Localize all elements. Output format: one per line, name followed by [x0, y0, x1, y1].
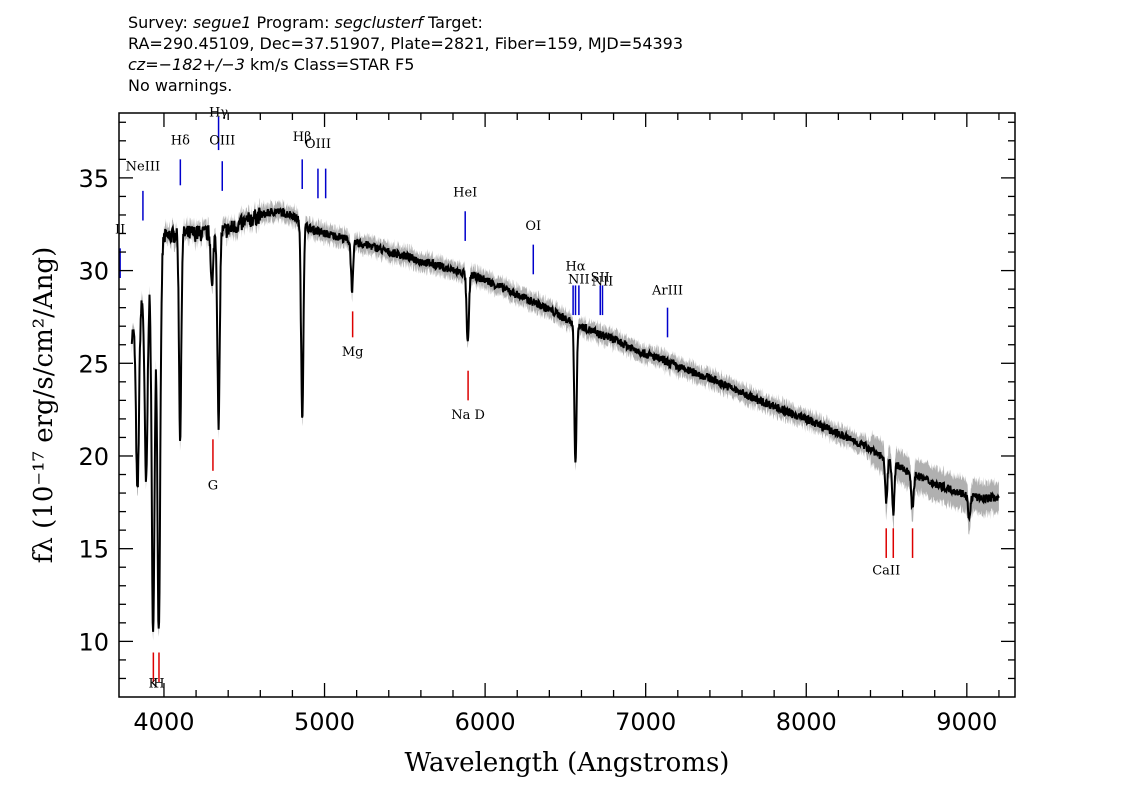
emission-line-label: NII [568, 273, 590, 288]
emission-line-label: Hα [565, 260, 585, 275]
emission-line-label: Hβ [293, 130, 312, 145]
header-line-3: cz=−182+/−3 km/s Class=STAR F5 [128, 54, 683, 75]
emission-line-label: OI [525, 219, 541, 234]
header-line-4: No warnings. [128, 76, 233, 95]
absorption-line-label: Mg [342, 345, 364, 360]
emission-line-label: NII [592, 274, 614, 289]
absorption-line-label: G [208, 478, 218, 493]
header-line-2: RA=290.45109, Dec=37.51907, Plate=2821, … [128, 34, 684, 53]
y-tick-label: 15 [78, 536, 109, 564]
emission-line-label: Hδ [171, 134, 190, 149]
spectrum-header: Survey: segue1 Program: segclusterf Targ… [128, 12, 683, 96]
x-axis-title: Wavelength (Angstroms) [405, 748, 730, 778]
y-axis-title: fλ (10⁻¹⁷ erg/s/cm²/Ang) [29, 247, 59, 563]
absorption-line-label: Na D [451, 408, 485, 423]
program-name: segclusterf [334, 13, 423, 32]
x-tick-label: 4000 [133, 708, 194, 736]
y-tick-label: 25 [78, 350, 109, 378]
x-tick-label: 8000 [776, 708, 837, 736]
line-markers: NeIIIHδHγOIIIHβOIIIHeIOIHαNIINIISIINIIAr… [115, 106, 914, 692]
x-tick-label: 6000 [455, 708, 516, 736]
program-prefix: Program: [251, 13, 335, 32]
absorption-line-label: K [149, 677, 159, 692]
absorption-line-label: H [153, 677, 164, 692]
emission-line-label: OIII [209, 134, 235, 149]
emission-line-label: ArIII [651, 284, 683, 299]
emission-line-label: OIII [305, 137, 331, 152]
emission-line-label: II [115, 223, 125, 238]
absorption-line-label: CaII [872, 564, 900, 579]
x-tick-label: 7000 [615, 708, 676, 736]
axis-ticks [119, 113, 1015, 697]
tick-labels: 4000 5000 6000 7000 8000 9000 10 15 20 25 30 35 [78, 165, 997, 736]
x-tick-label: 9000 [936, 708, 997, 736]
survey-prefix: Survey: [128, 13, 193, 32]
emission-line-label: HeI [453, 185, 477, 200]
emission-line-label: NeIII [126, 159, 160, 174]
target-label: Target: [422, 13, 483, 32]
header-line-1: Survey: segue1 Program: segclusterf Targ… [128, 12, 683, 33]
y-tick-label: 35 [78, 165, 109, 193]
plot-frame [118, 112, 1016, 698]
y-tick-label: 20 [78, 443, 109, 471]
y-tick-label: 10 [78, 628, 109, 656]
y-tick-label: 30 [78, 258, 109, 286]
survey-name: segue1 [192, 13, 252, 32]
emission-line-label: SII [591, 271, 610, 286]
x-tick-label: 5000 [294, 708, 355, 736]
spectrum-line [130, 206, 1000, 632]
plot-content [130, 197, 1000, 641]
redshift-value: cz=−182+/−3 [128, 55, 245, 74]
class-label: km/s Class=STAR F5 [244, 55, 415, 74]
